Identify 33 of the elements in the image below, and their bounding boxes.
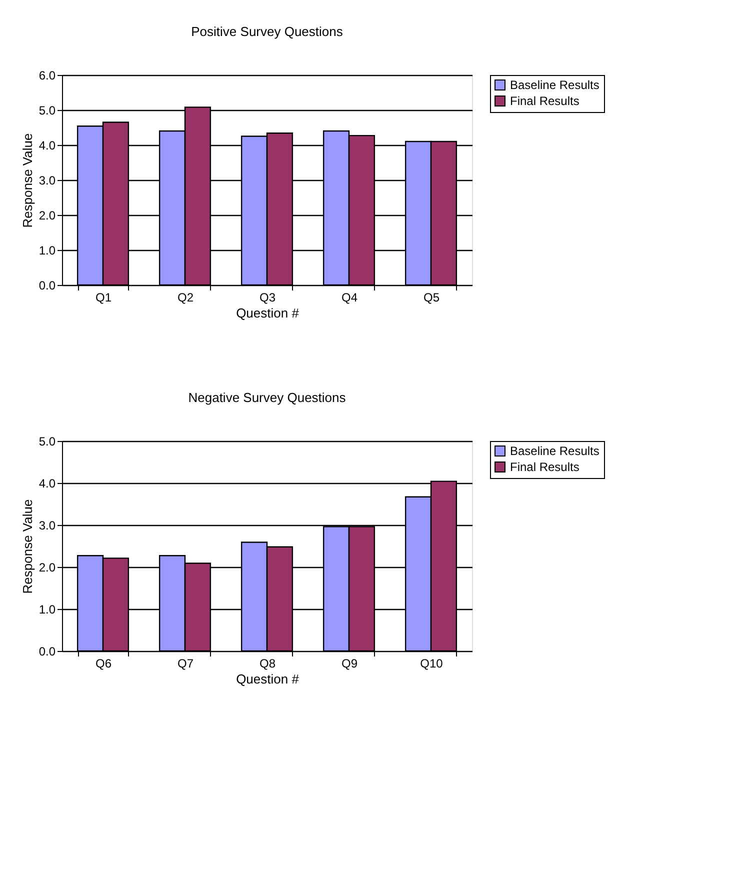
legend-label: Baseline Results	[510, 78, 600, 92]
x-tick-label: Q6	[95, 656, 112, 670]
y-tick-label: 3.0	[38, 518, 56, 532]
y-tick-label: 3.0	[38, 174, 56, 188]
x-tick-label: Q2	[177, 290, 194, 304]
y-tick-label: 6.0	[38, 68, 56, 82]
legend-label: Final Results	[510, 460, 580, 474]
y-axis-title: Response Value	[20, 499, 35, 594]
x-tick-label: Q8	[259, 656, 276, 670]
x-tick-label: Q10	[420, 656, 444, 670]
x-tick-label: Q4	[341, 290, 358, 304]
y-tick-label: 0.0	[38, 644, 56, 658]
chart-title: Negative Survey Questions	[188, 390, 346, 405]
y-tick-label: 2.0	[38, 560, 56, 574]
y-tick-label: 2.0	[38, 208, 56, 222]
legend-label: Baseline Results	[510, 444, 600, 458]
x-tick-label: Q9	[341, 656, 358, 670]
y-tick-label: 5.0	[38, 104, 56, 118]
y-tick-label: 0.0	[38, 278, 56, 292]
y-axis-title: Response Value	[20, 133, 35, 228]
y-tick-label: 4.0	[38, 138, 56, 152]
x-tick-label: Q1	[95, 290, 112, 304]
chart-title: Positive Survey Questions	[191, 24, 344, 39]
x-tick-label: Q3	[259, 290, 276, 304]
x-axis-title: Question #	[236, 672, 300, 686]
y-tick-label: 1.0	[38, 244, 56, 258]
legend-label: Final Results	[510, 94, 580, 108]
x-tick-label: Q7	[177, 656, 194, 670]
y-tick-label: 1.0	[38, 602, 56, 616]
x-axis-title: Question #	[236, 306, 300, 320]
y-tick-label: 4.0	[38, 476, 56, 490]
x-tick-label: Q5	[423, 290, 440, 304]
y-tick-label: 5.0	[38, 434, 56, 448]
